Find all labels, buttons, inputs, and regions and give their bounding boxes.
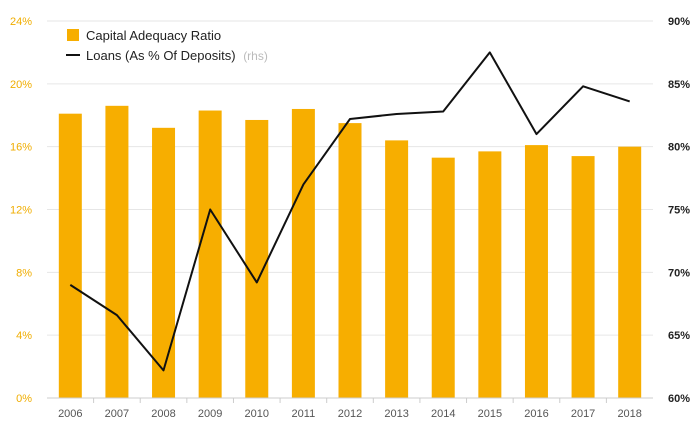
x-tick-label: 2017 xyxy=(571,408,595,420)
y-right-tick-label: 90% xyxy=(668,16,690,28)
legend-label-loans: Loans (As % Of Deposits) (rhs) xyxy=(86,48,268,63)
bar xyxy=(478,151,502,398)
x-tick-label: 2015 xyxy=(478,408,502,420)
bar xyxy=(152,127,176,399)
y-right-tick-label: 60% xyxy=(668,393,690,405)
x-tick-label: 2008 xyxy=(151,408,175,420)
legend-label-capital-adequacy: Capital Adequacy Ratio xyxy=(86,28,221,43)
y-right-tick-label: 70% xyxy=(668,267,690,279)
x-tick-label: 2012 xyxy=(338,408,362,420)
x-tick-label: 2010 xyxy=(245,408,269,420)
bar xyxy=(385,140,409,398)
bar xyxy=(198,110,222,398)
x-tick-label: 2006 xyxy=(58,408,82,420)
y-left-tick-label: 8% xyxy=(16,267,32,279)
legend-label-loans-name: Loans (As % Of Deposits) xyxy=(86,48,236,63)
y-left-tick-label: 24% xyxy=(10,16,32,28)
y-left-tick-label: 4% xyxy=(16,330,32,342)
legend-swatch-capital-adequacy xyxy=(67,29,79,41)
legend-label-loans-suffix: (rhs) xyxy=(243,49,268,63)
legend: Capital Adequacy Ratio Loans (As % Of De… xyxy=(66,28,268,63)
x-tick-label: 2018 xyxy=(617,408,641,420)
bar xyxy=(105,105,129,398)
bar xyxy=(524,145,548,398)
bar xyxy=(431,157,455,398)
y-left-tick-label: 12% xyxy=(10,205,32,217)
x-tick-label: 2016 xyxy=(524,408,548,420)
y-right-tick-label: 80% xyxy=(668,142,690,154)
bar xyxy=(338,123,362,399)
line-loans-to-deposits xyxy=(69,51,631,372)
x-tick-label: 2011 xyxy=(292,408,316,420)
x-tick-label: 2013 xyxy=(384,408,408,420)
line-series xyxy=(69,51,631,372)
axes: 0% 4% 8% 12% 16% 20% 24% 60% 65% 70% 75% 80% 85% 90% 2… xyxy=(10,16,690,420)
bar-series xyxy=(58,105,642,399)
bar xyxy=(245,119,269,399)
bar xyxy=(58,113,82,398)
x-tick-label: 2009 xyxy=(198,408,222,420)
bar xyxy=(618,146,642,398)
x-tick-label: 2014 xyxy=(431,408,455,420)
bar xyxy=(291,108,315,398)
x-tick-label: 2007 xyxy=(105,408,129,420)
y-left-tick-label: 16% xyxy=(10,142,32,154)
y-right-tick-label: 85% xyxy=(668,79,690,91)
y-left-tick-label: 0% xyxy=(16,393,32,405)
y-left-tick-label: 20% xyxy=(10,79,32,91)
y-right-tick-label: 75% xyxy=(668,205,690,217)
y-right-tick-label: 65% xyxy=(668,330,690,342)
bar xyxy=(571,156,595,398)
